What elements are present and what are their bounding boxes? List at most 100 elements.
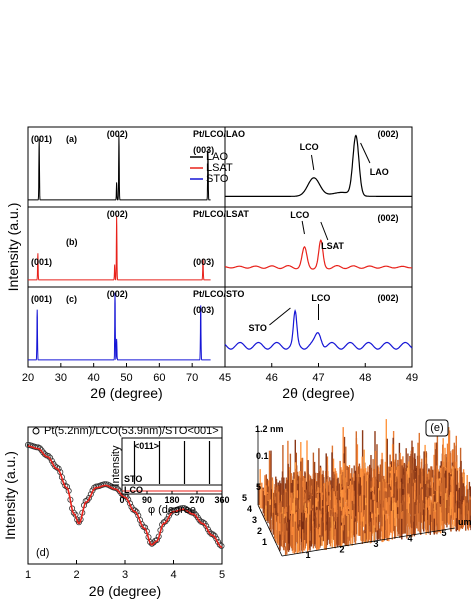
afm-x-tick: 5 [441,528,446,538]
annot-lco-a: LCO [300,142,319,152]
data-point-d [164,516,171,523]
sample-label: Pt/LCO/LAO [193,129,245,139]
arrow-lco-b [301,220,305,235]
x-tick-label-zoom: 47 [312,372,324,384]
inset-tick-label: 90 [142,495,152,505]
afm-y-axis [257,504,283,557]
afm-unit-x: um [458,517,471,527]
data-point-d [153,537,160,544]
subplot-label-e: (e) [430,422,443,434]
afm-y-tick: 1 [262,537,267,547]
inset-row-lco: LCO [124,485,143,495]
afm-x-axis [281,527,456,557]
reflection-label: (002) [377,129,398,139]
reflection-label: (002) [377,293,398,303]
afm-z-label: 1.2 nm [255,424,284,434]
peak-label-001: (001) [31,257,52,267]
annot-lco-b: LCO [290,210,309,220]
afm-x-tick: 4 [407,534,412,544]
legend-marker-d [32,427,40,435]
arrow-lco-a [310,154,315,171]
x-tick-label-wide: 60 [153,372,165,384]
inset-ylabel: Intensity [110,445,122,486]
x-axis-title-d: 2θ (degree) [89,583,161,599]
afm-z-tick: 0.1 [256,451,269,461]
x-tick-label-zoom: 49 [406,372,418,384]
x-axis-title-wide: 2θ (degree) [90,385,162,401]
x-tick-label-wide: 30 [55,372,67,384]
peak-label-003: (003) [193,305,214,315]
plot-frame-abc [27,126,413,368]
data-point-d [62,482,69,489]
peak-label-002: (002) [107,129,128,139]
arrow-sto-c [269,307,291,326]
data-point-d [42,451,49,458]
x-tick-label-zoom: 48 [359,372,371,384]
series-line-zoom-lao [225,134,412,197]
data-point-d [70,509,77,516]
peak-label-002: (002) [107,289,128,299]
afm-y-tick: 3 [252,515,257,525]
inset-xlabel: φ (degree [148,504,196,516]
legend-label-d: Pt(5.2nm)/LCO(53.9nm)/STO<001> [44,425,219,437]
peak-label-003: (003) [193,257,214,267]
x-tick-label-wide: 20 [22,372,34,384]
series-line-zoom-lsat [224,239,413,270]
x-tick-label-wide: 50 [120,372,132,384]
x-tick-label-wide: 70 [186,372,198,384]
peak-label-003: (003) [193,145,214,155]
afm-x-tick: 2 [339,545,344,555]
series-line-wide-lao [28,135,211,201]
annot-lco-c: LCO [311,293,330,303]
peak-label-002: (002) [107,209,128,219]
x-tick-label-d: 3 [122,569,128,581]
inset-tick-label: 360 [214,495,229,505]
afm-y-tick: 2 [257,526,262,536]
annot-lsat-b: LSAT [321,241,344,251]
inset-tick-label: 270 [189,495,204,505]
series-line-zoom-sto [224,308,413,350]
afm-label-box [425,419,449,437]
y-axis-title-d: Intensity (a.u.) [2,451,18,540]
x-tick-label-zoom: 45 [219,372,231,384]
afm-x-tick: 1 [305,550,310,560]
x-tick-label-d: 2 [73,569,79,581]
x-tick-label-zoom: 46 [266,372,278,384]
reflection-label: (002) [377,213,398,223]
x-tick-label-d: 1 [25,569,31,581]
peak-label-001: (001) [31,134,52,144]
inset-title: <011> [134,441,159,451]
subplot-label-d: (d) [36,547,49,559]
x-tick-label-wide: 40 [88,372,100,384]
data-point-d [40,449,47,456]
data-point-d [179,505,186,512]
annot-sto-c: STO [249,323,267,333]
inset-tick-label: 0 [119,495,124,505]
x-tick-label-d: 5 [219,569,225,581]
arrow-lao-a [360,142,371,164]
afm-y-tick: 5 [242,493,247,503]
legend-label-sto: STO [206,173,229,185]
inset-row-sto: STO [124,474,142,484]
afm-y-tick: 4 [247,504,252,514]
subplot-label: (c) [66,294,77,304]
subplot-label: (b) [66,237,78,247]
legend-label-lsat: LSAT [206,162,233,174]
peak-label-001: (001) [31,294,52,304]
series-line-wide-lsat [28,215,211,281]
subplot-label: (a) [66,134,77,144]
inset-tick-label: 180 [164,495,179,505]
annot-lao-a: LAO [370,167,389,177]
arrow-lsat-b [320,221,329,241]
y-axis-title-abc: Intensity (a.u.) [5,203,21,292]
legend-label-lao: LAO [206,151,228,163]
data-point-d [216,541,223,548]
series-line-wide-sto [28,292,211,361]
fit-line-d [27,445,223,549]
x-axis-title-zoom: 2θ (degree) [282,385,354,401]
data-point-d [218,543,225,550]
afm-surface-group [258,419,471,556]
sample-label: Pt/LCO/STO [193,289,244,299]
afm-z-tick: 5 [256,482,261,492]
